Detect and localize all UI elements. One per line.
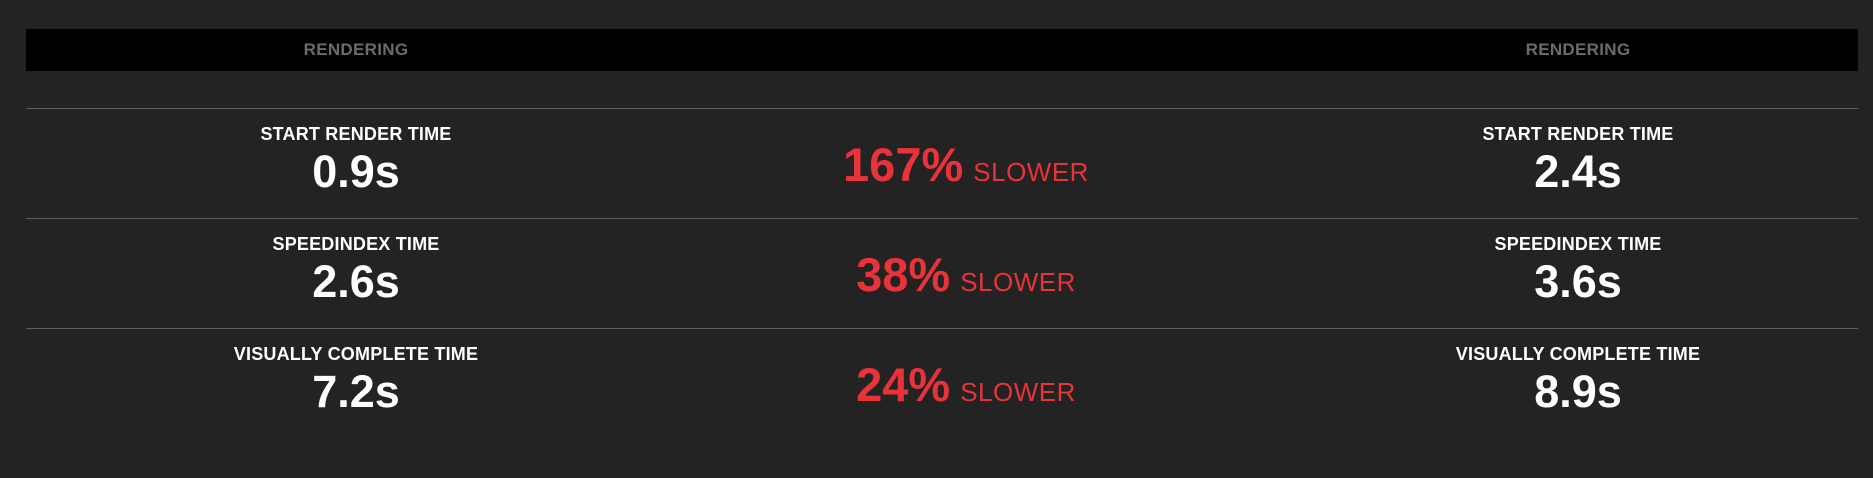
metric-label: START RENDER TIME: [1482, 124, 1674, 144]
left-metric: START RENDER TIME 0.9s: [76, 109, 636, 198]
delta-percent: 24%: [856, 358, 951, 411]
right-metric: SPEEDINDEX TIME 3.6s: [1298, 219, 1858, 308]
metric-row-visually-complete: VISUALLY COMPLETE TIME 7.2s 24% SLOWER VI…: [26, 328, 1858, 438]
metric-value: 0.9s: [312, 146, 400, 197]
comparison-header-bar: RENDERING RENDERING: [26, 29, 1858, 71]
metric-row-speedindex: SPEEDINDEX TIME 2.6s 38% SLOWER SPEEDINDE…: [26, 218, 1858, 328]
delta-comparison: 167% SLOWER: [566, 137, 1366, 192]
delta-word: SLOWER: [960, 377, 1076, 407]
right-metric: START RENDER TIME 2.4s: [1298, 109, 1858, 198]
left-metric: VISUALLY COMPLETE TIME 7.2s: [76, 329, 636, 418]
header-label-right: RENDERING: [1525, 40, 1631, 59]
right-metric: VISUALLY COMPLETE TIME 8.9s: [1298, 329, 1858, 418]
delta-comparison: 24% SLOWER: [566, 357, 1366, 412]
metric-value: 2.6s: [312, 256, 400, 307]
metric-value: 3.6s: [1534, 256, 1622, 307]
metric-label: VISUALLY COMPLETE TIME: [233, 344, 479, 364]
delta-comparison: 38% SLOWER: [566, 247, 1366, 302]
header-label-left: RENDERING: [303, 40, 409, 59]
metric-label: START RENDER TIME: [260, 124, 452, 144]
metric-value: 2.4s: [1534, 146, 1622, 197]
delta-percent: 38%: [856, 248, 951, 301]
metric-label: SPEEDINDEX TIME: [1494, 234, 1662, 254]
metric-value: 8.9s: [1534, 366, 1622, 417]
metrics-comparison-table: START RENDER TIME 0.9s 167% SLOWER START …: [26, 108, 1858, 438]
metric-row-start-render: START RENDER TIME 0.9s 167% SLOWER START …: [26, 108, 1858, 218]
delta-word: SLOWER: [973, 157, 1089, 187]
delta-word: SLOWER: [960, 267, 1076, 297]
left-metric: SPEEDINDEX TIME 2.6s: [76, 219, 636, 308]
metric-label: SPEEDINDEX TIME: [272, 234, 440, 254]
metric-value: 7.2s: [312, 366, 400, 417]
metric-label: VISUALLY COMPLETE TIME: [1455, 344, 1701, 364]
delta-percent: 167%: [843, 138, 964, 191]
